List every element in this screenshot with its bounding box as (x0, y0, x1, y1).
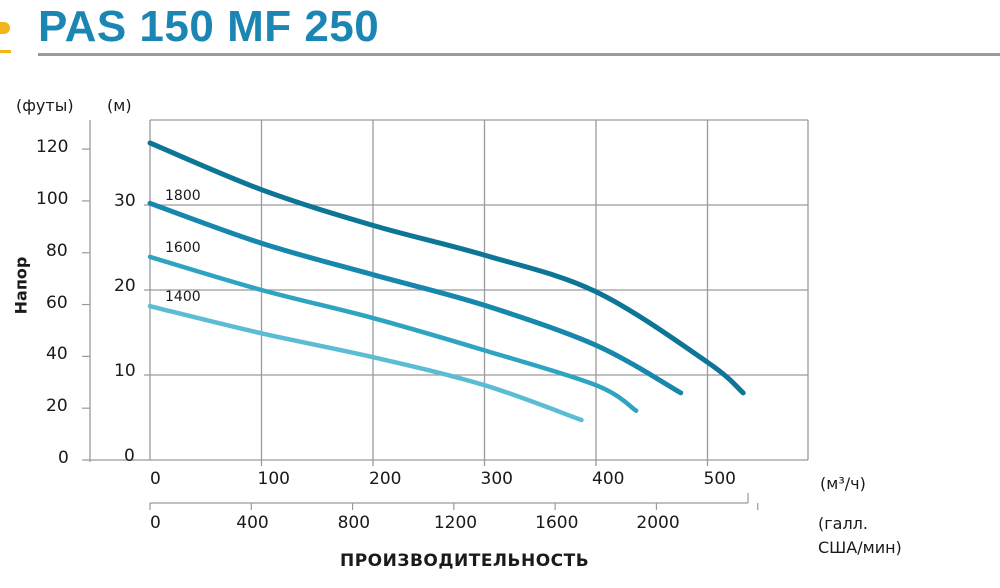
x-gpm-tick-label: 1600 (535, 513, 579, 533)
y-m-unit: (м) (107, 96, 132, 115)
y-ft-tick-label: 0 (58, 448, 69, 468)
x-axis-title: ПРОИЗВОДИТЕЛЬНОСТЬ (340, 551, 590, 571)
title-accent-mark (0, 22, 10, 34)
curve-1400 (147, 303, 584, 423)
title-rule (38, 53, 1000, 56)
curve-speed-label: 1800 (165, 188, 201, 204)
title-accent-underline (0, 50, 11, 53)
x-gpm-unit-line1: (галл. (818, 514, 868, 533)
x-m3h-tick-label: 500 (703, 469, 736, 489)
x-m3h-tick-label: 100 (257, 469, 290, 489)
x-m3h-unit: (м³/ч) (820, 474, 866, 493)
y-ft-unit: (футы) (16, 96, 74, 115)
y-m-tick-label: 30 (114, 191, 136, 211)
y-m-tick-label: 20 (114, 276, 136, 296)
x-gpm-tick-label: 800 (337, 513, 371, 533)
x-gpm-tick-label: 1200 (433, 513, 478, 533)
y-ft-tick-label: 20 (46, 396, 68, 417)
curve-1800 (147, 200, 684, 396)
curve-speed-label: 1600 (165, 239, 201, 256)
x-gpm-tick-label: 2000 (636, 513, 680, 533)
y-m-tick-label: 10 (114, 361, 136, 381)
curve-top (147, 140, 746, 396)
x-m3h-tick-label: 200 (369, 469, 402, 489)
y-ft-tick-label: 40 (46, 344, 68, 365)
x-gpm-tick-label: 0 (150, 513, 161, 533)
y-ft-tick-label: 60 (46, 292, 68, 313)
x-m3h-tick-label: 0 (150, 469, 161, 489)
chart-title: PAS 150 MF 250 (38, 2, 380, 51)
curve-1600 (147, 254, 639, 413)
curve-speed-label: 1400 (165, 289, 201, 306)
y-axis-title: Напор (11, 256, 31, 315)
y-m-tick-label: 0 (124, 446, 135, 466)
x-gpm-unit-line2: США/мин) (818, 538, 902, 557)
y-ft-tick-label: 120 (36, 137, 69, 158)
x-m3h-tick-label: 300 (480, 469, 513, 489)
y-ft-tick-label: 80 (46, 240, 68, 261)
x-gpm-tick-label: 400 (236, 513, 269, 533)
x-m3h-tick-label: 400 (592, 469, 625, 489)
y-ft-tick-label: 100 (36, 188, 69, 209)
